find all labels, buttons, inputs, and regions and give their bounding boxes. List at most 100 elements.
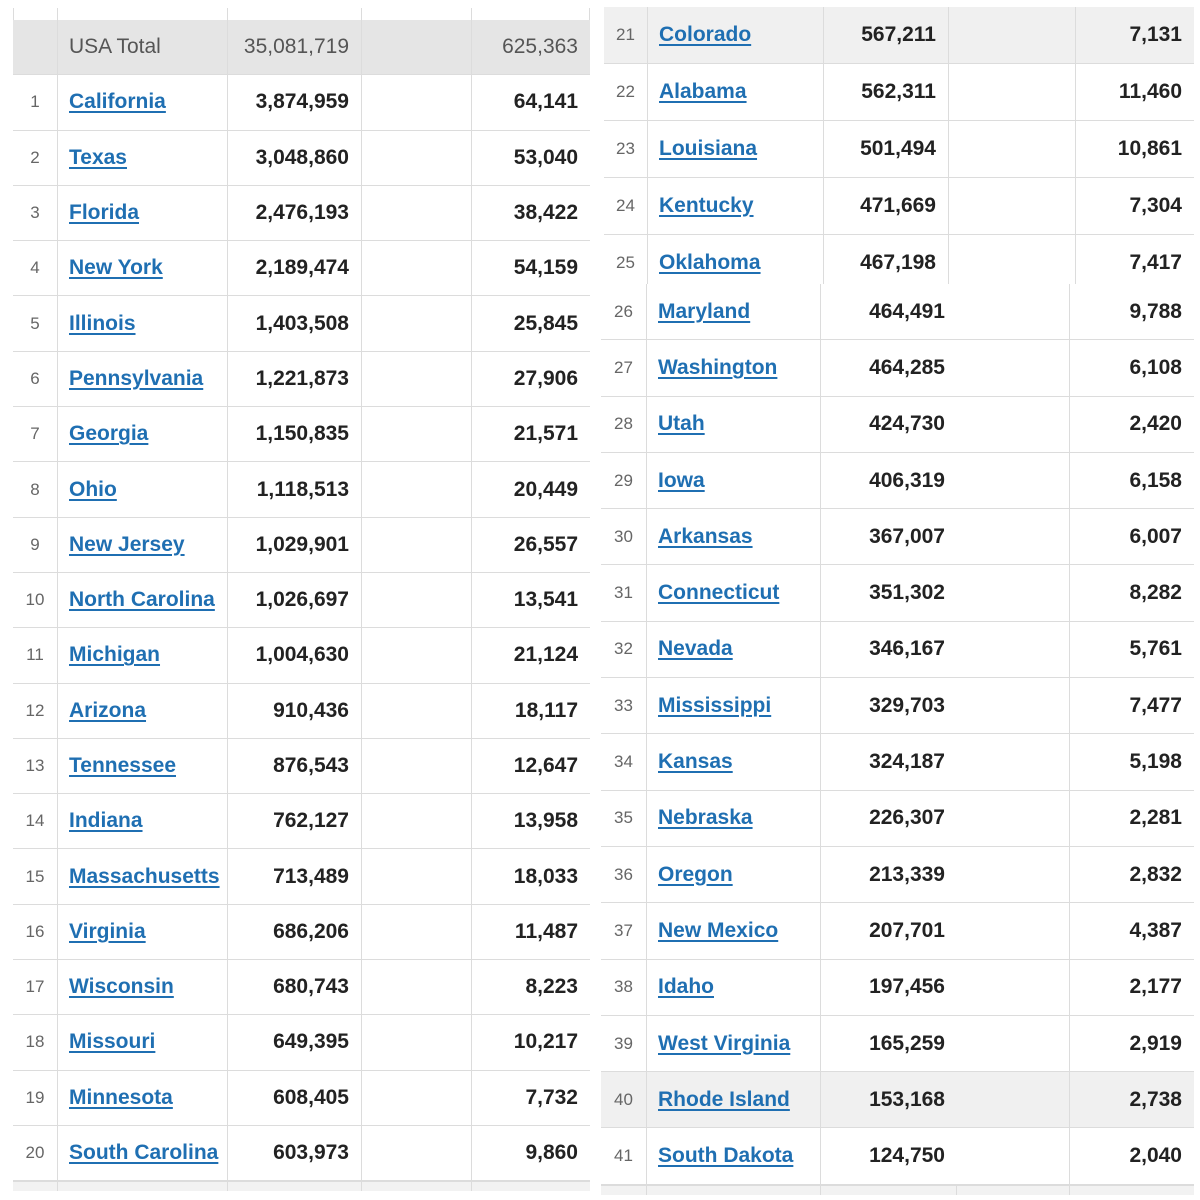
cases-value: 1,026,697	[255, 588, 349, 612]
rank-number: 41	[614, 1146, 633, 1166]
state-link[interactable]: New Mexico	[658, 918, 779, 942]
state-link[interactable]: Minnesota	[69, 1085, 173, 1109]
state-link[interactable]: Oregon	[658, 862, 733, 886]
deaths-cell: 26,557	[472, 518, 590, 572]
state-cell: California	[58, 75, 228, 130]
state-link[interactable]: Arkansas	[658, 524, 753, 548]
rank-cell: 15	[13, 849, 58, 904]
table-row: 22 Alabama 562,311 11,460	[604, 64, 1194, 121]
cases-value: 329,703	[869, 693, 945, 717]
rank-cell: 40	[601, 1072, 647, 1128]
state-link[interactable]: South Dakota	[658, 1144, 794, 1168]
rank-number: 24	[616, 196, 635, 215]
state-cell: New Jersey	[58, 517, 228, 572]
table-row: 37 New Mexico 207,701 4,387	[601, 903, 1194, 960]
state-link[interactable]: Iowa	[658, 468, 705, 492]
state-link[interactable]: Louisiana	[659, 137, 758, 160]
table-row: 41 South Dakota 124,750 2,040	[601, 1128, 1194, 1185]
state-link[interactable]: Tennessee	[69, 754, 176, 777]
rank-number: 12	[25, 700, 45, 720]
state-link[interactable]: Illinois	[69, 311, 136, 335]
deaths-cell: 2,832	[1070, 847, 1194, 902]
state-link[interactable]: South Carolina	[69, 1141, 219, 1165]
rank-cell: 31	[601, 565, 647, 621]
table-row: 4 New York 2,189,474 54,159	[13, 241, 590, 297]
table-row: 2 Texas 3,048,860 53,040	[13, 130, 590, 186]
state-link[interactable]: Michigan	[69, 643, 161, 667]
table-row: 40 Rhode Island 153,168 2,738	[601, 1072, 1194, 1129]
state-link[interactable]: Texas	[69, 145, 127, 169]
state-link[interactable]: Kansas	[658, 750, 733, 774]
state-link[interactable]: Utah	[658, 412, 705, 436]
state-cell: Missouri	[58, 1015, 228, 1070]
rank-cell: 29	[601, 452, 647, 509]
blank-cell	[362, 351, 472, 407]
deaths-cell: 2,177	[1070, 960, 1194, 1015]
cases-cell: 324,187	[821, 734, 957, 789]
blank-cell	[957, 846, 1070, 903]
rank-cell: 23	[604, 121, 648, 177]
state-cell: Colorado	[648, 7, 824, 63]
state-link[interactable]: Florida	[69, 201, 140, 225]
state-link[interactable]: Arizona	[69, 698, 147, 722]
deaths-value: 25,845	[513, 311, 578, 335]
deaths-cell: 25,845	[472, 296, 590, 350]
state-link[interactable]: Nebraska	[658, 806, 753, 830]
blank-cell	[362, 1015, 472, 1070]
table-row: 10 North Carolina 1,026,697 13,541	[13, 572, 590, 629]
state-link[interactable]: Idaho	[658, 975, 714, 999]
state-link[interactable]: Washington	[658, 355, 778, 379]
rank-cell: 18	[13, 1015, 58, 1070]
rank-number: 36	[614, 864, 633, 884]
state-link[interactable]: Colorado	[659, 23, 752, 46]
cases-value: 910,436	[273, 698, 349, 722]
state-link[interactable]: New York	[69, 256, 163, 280]
rank-number: 33	[614, 695, 633, 715]
cases-value: 406,319	[869, 468, 945, 492]
state-cell: Virginia	[58, 904, 228, 960]
table-row: 19 Minnesota 608,405 7,732	[13, 1070, 590, 1126]
blank-cell	[957, 509, 1070, 565]
state-link[interactable]: New Jersey	[69, 532, 185, 556]
state-link[interactable]: Connecticut	[658, 581, 780, 605]
rank-cell: 4	[13, 241, 58, 296]
state-link[interactable]: Alabama	[659, 80, 747, 103]
state-cell: Arkansas	[647, 509, 821, 565]
state-link[interactable]: Nevada	[658, 637, 733, 661]
cases-value: 2,476,193	[255, 201, 349, 225]
state-link[interactable]: West Virginia	[658, 1031, 791, 1055]
rank-number: 11	[26, 645, 44, 665]
state-cell: Minnesota	[58, 1070, 228, 1125]
cases-value: 562,311	[861, 80, 936, 103]
state-link[interactable]: Virginia	[69, 919, 146, 943]
state-link[interactable]: California	[69, 90, 166, 114]
cases-value: 3,048,860	[255, 145, 349, 169]
blank-cell	[949, 235, 1076, 291]
table-row: 29 Iowa 406,319 6,158	[601, 452, 1194, 510]
cases-value: 467,198	[860, 251, 936, 274]
state-link[interactable]: Kentucky	[659, 194, 754, 217]
blank-cell	[957, 396, 1070, 452]
state-link[interactable]: Pennsylvania	[69, 366, 204, 390]
rank-cell: 6	[13, 351, 58, 407]
state-cell: Kentucky	[648, 178, 824, 234]
state-link[interactable]: Georgia	[69, 422, 149, 446]
rank-cell: 38	[601, 959, 647, 1015]
cases-cell: 1,004,630	[228, 628, 362, 683]
cases-value: 3,874,959	[255, 90, 349, 114]
state-link[interactable]: Oklahoma	[659, 251, 761, 274]
state-link[interactable]: Wisconsin	[69, 975, 174, 999]
cases-cell: 1,221,873	[228, 351, 362, 407]
state-link[interactable]: Rhode Island	[658, 1087, 790, 1111]
state-link[interactable]: Massachusetts	[69, 864, 220, 888]
state-link[interactable]: Ohio	[69, 477, 117, 501]
rank-number: 1	[30, 92, 40, 112]
cases-value: 165,259	[869, 1031, 945, 1055]
state-link[interactable]: Indiana	[69, 809, 143, 833]
blank-cell	[362, 572, 472, 628]
state-link[interactable]: Maryland	[658, 299, 751, 323]
state-link[interactable]: North Carolina	[69, 588, 215, 612]
state-link[interactable]: Mississippi	[658, 693, 772, 717]
cases-value: 424,730	[869, 412, 945, 436]
state-link[interactable]: Missouri	[69, 1030, 156, 1054]
